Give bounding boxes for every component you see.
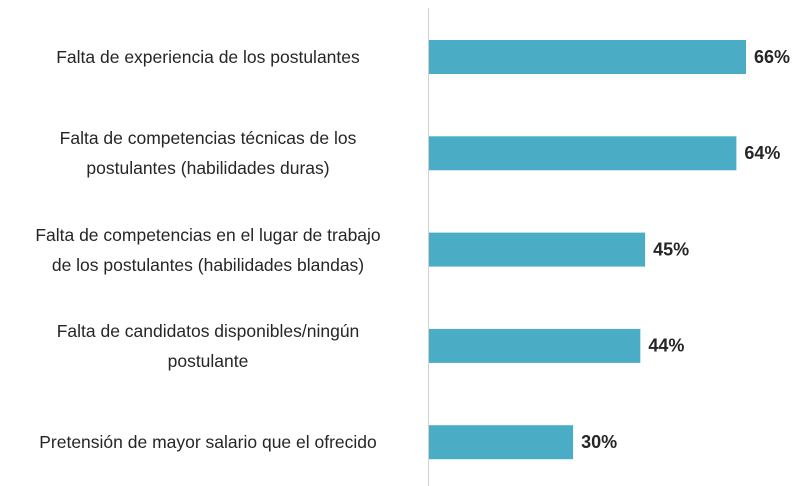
bar	[429, 328, 641, 363]
bar	[429, 425, 574, 460]
value-label: 30%	[581, 432, 617, 452]
category-label: Falta de competencias técnicas de los po…	[59, 128, 357, 179]
bar	[429, 232, 646, 267]
category-label: Falta de experiencia de los postulantes	[56, 47, 360, 67]
value-label: 45%	[653, 239, 689, 259]
value-label: 66%	[754, 47, 790, 67]
bar	[429, 136, 737, 171]
category-label: Falta de candidatos disponibles/ningún p…	[56, 320, 360, 371]
category-label: Falta de competencias en el lugar de tra…	[35, 224, 381, 275]
value-label: 64%	[744, 143, 780, 163]
value-label: 44%	[648, 336, 684, 356]
category-label: Pretensión de mayor salario que el ofrec…	[39, 432, 377, 453]
bar	[429, 40, 746, 74]
